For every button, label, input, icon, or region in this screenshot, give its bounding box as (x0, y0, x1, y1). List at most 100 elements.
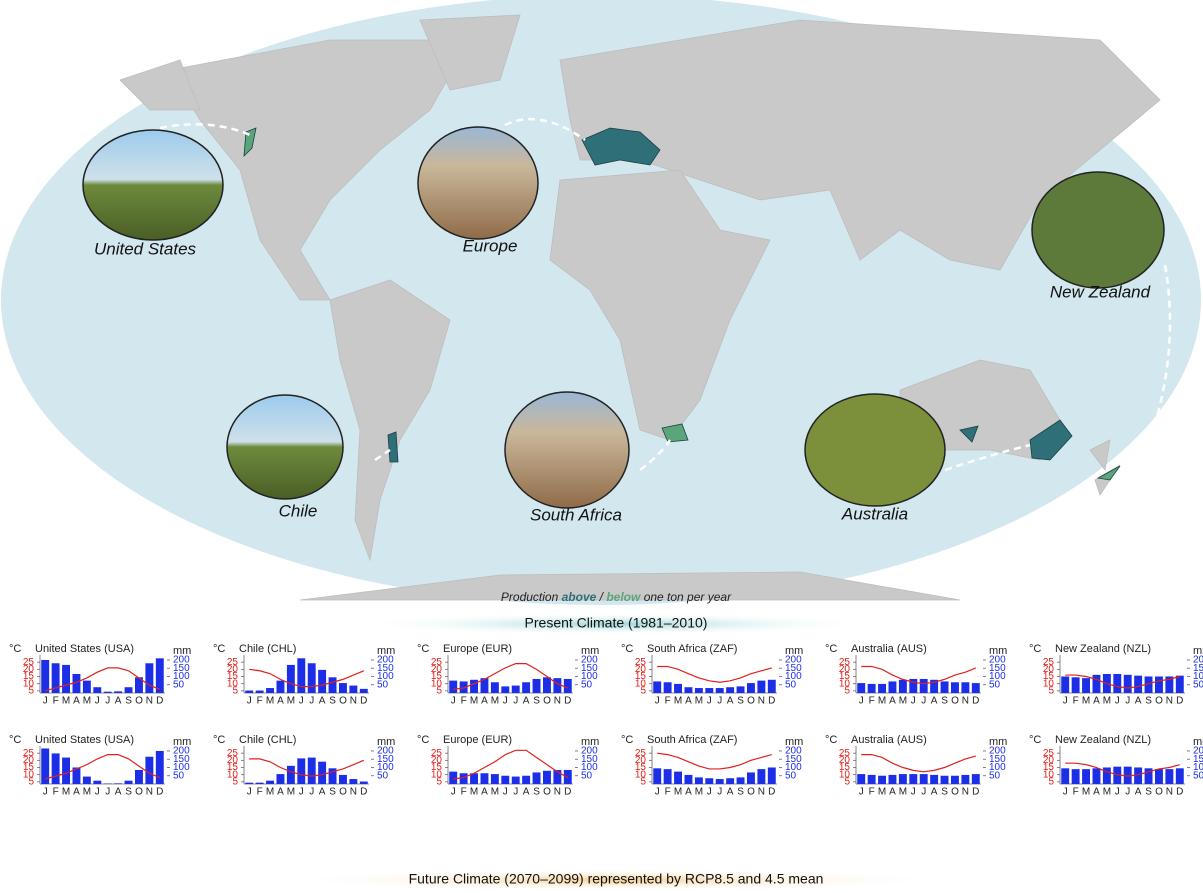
bar (747, 683, 755, 693)
bar (868, 775, 876, 784)
x-tick-label: A (481, 787, 488, 798)
x-tick-label: A (481, 696, 488, 707)
bar (1113, 674, 1121, 693)
x-tick-label: N (758, 787, 765, 798)
x-tick-label: N (962, 696, 969, 707)
x-tick-label: J (43, 787, 48, 798)
x-tick-label: O (1155, 696, 1163, 707)
y2-tick-label: 200 (377, 746, 394, 757)
bar (716, 688, 724, 693)
bar (135, 770, 143, 784)
bar (360, 782, 368, 784)
y-axis-unit: °C (9, 734, 21, 746)
x-tick-label: J (43, 696, 48, 707)
x-tick-label: A (319, 787, 326, 798)
x-tick-label: M (491, 696, 499, 707)
bar (297, 658, 305, 693)
chart-title: New Zealand (NZL) (1055, 734, 1151, 746)
temperature-line (657, 666, 772, 682)
bar (308, 758, 316, 784)
y-axis-unit: °C (9, 643, 21, 655)
x-tick-label: M (470, 787, 478, 798)
bar (757, 769, 765, 784)
y-tick-label: 25 (227, 657, 239, 668)
legend-above: above (562, 590, 597, 604)
y2-tick-label: 200 (1193, 746, 1203, 757)
x-tick-label: J (655, 787, 660, 798)
x-tick-label: N (146, 787, 153, 798)
bar (737, 777, 745, 784)
bar (1176, 676, 1184, 693)
y-axis-unit: °C (621, 734, 633, 746)
bar (1134, 676, 1142, 693)
bar (909, 774, 917, 784)
x-tick-label: M (1082, 696, 1090, 707)
bar (951, 682, 959, 693)
x-tick-label: S (329, 696, 336, 707)
bar (674, 684, 682, 693)
x-tick-label: J (105, 696, 110, 707)
bar (83, 681, 91, 693)
y-axis-unit: °C (417, 734, 429, 746)
y-tick-label: 25 (1043, 657, 1055, 668)
bar (491, 774, 499, 784)
bar (245, 691, 253, 693)
bar (339, 775, 347, 784)
bar (256, 691, 264, 693)
x-tick-label: J (655, 696, 660, 707)
x-tick-label: J (859, 696, 864, 707)
bar (266, 781, 274, 784)
x-tick-label: M (287, 696, 295, 707)
x-tick-label: M (83, 696, 91, 707)
x-tick-label: J (299, 696, 304, 707)
x-tick-label: A (115, 696, 122, 707)
bar (1093, 675, 1101, 693)
x-tick-label: A (277, 696, 284, 707)
bar (1155, 769, 1163, 784)
bar (349, 686, 357, 693)
bar (522, 682, 530, 693)
bar (277, 774, 285, 784)
chart-title: Europe (EUR) (443, 734, 512, 746)
x-tick-label: J (1115, 787, 1120, 798)
x-tick-label: M (878, 696, 886, 707)
map-label: United States (94, 239, 197, 258)
x-tick-label: M (266, 787, 274, 798)
x-tick-label: A (931, 696, 938, 707)
y2-tick-label: 200 (581, 655, 598, 666)
x-tick-label: M (899, 787, 907, 798)
x-tick-label: J (921, 787, 926, 798)
bar (470, 680, 478, 693)
x-tick-label: M (899, 696, 907, 707)
x-tick-label: S (329, 787, 336, 798)
bar (125, 781, 133, 784)
bar (449, 681, 457, 693)
x-tick-label: F (461, 696, 467, 707)
y-tick-label: 25 (635, 657, 647, 668)
chart-title: Europe (EUR) (443, 643, 512, 655)
chart-title: New Zealand (NZL) (1055, 643, 1151, 655)
bar (705, 778, 713, 784)
x-tick-label: M (83, 787, 91, 798)
y-axis-unit: °C (1029, 643, 1041, 655)
x-tick-label: M (62, 787, 70, 798)
x-tick-label: M (1082, 787, 1090, 798)
x-tick-label: J (105, 787, 110, 798)
bar (972, 683, 980, 693)
x-tick-label: J (911, 787, 916, 798)
bar (491, 682, 499, 693)
bar (543, 771, 551, 784)
chart-title: South Africa (ZAF) (647, 643, 737, 655)
y-tick-label: 25 (839, 748, 851, 759)
x-tick-label: O (135, 696, 143, 707)
y-tick-label: 25 (431, 657, 443, 668)
y-tick-label: 25 (23, 657, 35, 668)
bar (256, 783, 264, 784)
x-tick-label: N (146, 696, 153, 707)
y-tick-label: 25 (23, 748, 35, 759)
x-tick-label: J (513, 696, 518, 707)
x-tick-label: S (737, 787, 744, 798)
bar (564, 679, 572, 693)
x-tick-label: J (921, 696, 926, 707)
x-tick-label: D (564, 696, 571, 707)
